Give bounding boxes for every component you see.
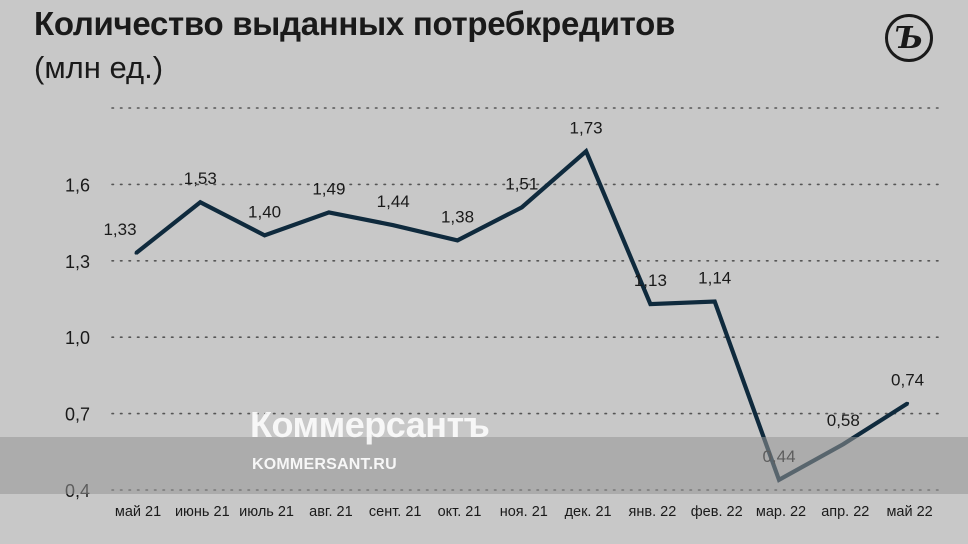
data-label: 1,44: [377, 192, 410, 211]
kommersant-logo-icon: Ъ: [885, 14, 933, 62]
data-label: 0,74: [891, 370, 924, 389]
chart-subtitle: (млн ед.): [34, 50, 164, 85]
y-tick-label: 1,3: [65, 252, 90, 272]
data-point: [327, 210, 331, 214]
watermark-band: [0, 437, 968, 494]
data-point: [134, 251, 138, 255]
data-label: 1,38: [441, 207, 474, 226]
data-label: 1,49: [312, 179, 345, 198]
x-axis: май 21 июнь 21 июль 21 авг. 21 сент. 21 окт. …: [115, 504, 933, 520]
data-label: 1,51: [505, 174, 538, 193]
data-label: 1,13: [634, 271, 667, 290]
watermark-brand: Коммерсантъ: [250, 404, 490, 445]
watermark-url: KOMMERSANT.RU: [252, 456, 397, 473]
x-tick-label: июль 21: [239, 504, 294, 520]
x-tick-label: дек. 21: [565, 504, 612, 520]
x-tick-label: ноя. 21: [500, 504, 548, 520]
data-label: 1,40: [248, 202, 281, 221]
x-tick-label: янв. 22: [629, 504, 677, 520]
chart-title: Количество выданных потребкредитов: [34, 5, 675, 42]
x-tick-label: фев. 22: [691, 504, 743, 520]
data-point: [198, 200, 202, 204]
data-point: [584, 149, 588, 153]
data-point: [263, 233, 267, 237]
data-point: [391, 223, 395, 227]
data-point: [456, 238, 459, 242]
data-labels: 1,33 1,53 1,40 1,49 1,44 1,38 1,51 1,73 1,13 1,14…: [103, 118, 924, 466]
y-tick-label: 0,7: [65, 405, 90, 425]
x-tick-label: май 21: [115, 504, 161, 520]
x-tick-label: мар. 22: [756, 504, 806, 520]
data-label: 1,33: [103, 220, 136, 239]
x-tick-label: июнь 21: [175, 504, 230, 520]
data-label: 1,73: [570, 118, 603, 137]
data-label: 0,58: [827, 411, 860, 430]
data-label: 1,14: [698, 269, 731, 288]
data-point: [520, 205, 524, 209]
x-tick-label: сент. 21: [369, 504, 422, 520]
x-tick-label: авг. 21: [309, 504, 352, 520]
data-point: [713, 300, 717, 304]
data-label: 1,53: [184, 169, 217, 188]
x-tick-label: окт. 21: [438, 504, 482, 520]
y-tick-label: 1,6: [65, 175, 90, 195]
x-tick-label: май 22: [886, 504, 932, 520]
data-point: [906, 401, 910, 405]
x-tick-label: апр. 22: [821, 504, 869, 520]
gridlines: [111, 107, 946, 491]
data-point: [648, 302, 652, 306]
y-tick-label: 1,0: [65, 328, 90, 348]
